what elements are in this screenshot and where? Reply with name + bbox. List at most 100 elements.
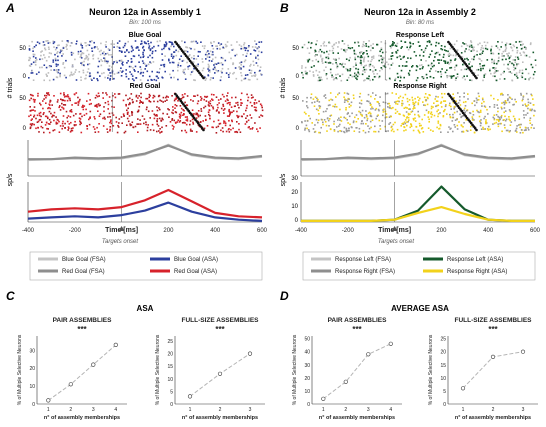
spike-dot <box>524 103 527 105</box>
spike-dot <box>534 59 537 61</box>
spike-dot <box>173 99 176 102</box>
spike-dot <box>229 103 231 106</box>
spike-dot <box>448 126 450 128</box>
spike-dot <box>397 100 399 102</box>
panel-b-tick-50-top: 50 <box>292 46 299 52</box>
spike-dot <box>61 122 64 125</box>
spike-dot <box>125 104 127 107</box>
spike-dot <box>240 64 242 66</box>
response-marker <box>196 121 200 125</box>
spike-dot <box>369 115 372 117</box>
spike-dot <box>61 102 63 105</box>
spike-dot <box>330 128 332 131</box>
spike-dot <box>522 98 524 100</box>
spike-dot <box>112 78 114 80</box>
spike-dot <box>509 130 511 132</box>
rate-plot-a-fsa <box>27 140 263 177</box>
spike-dot <box>56 71 59 73</box>
spike-dot <box>401 65 404 67</box>
spike-dot <box>163 45 166 47</box>
spike-dot <box>207 74 210 77</box>
spike-dot <box>312 71 314 73</box>
spike-dot <box>366 119 368 122</box>
spike-dot <box>409 57 412 60</box>
spike-dot <box>32 47 34 50</box>
spike-dot <box>35 44 37 47</box>
spike-dot <box>489 106 491 108</box>
spike-dot <box>528 78 530 81</box>
spike-dot <box>430 63 432 66</box>
spike-dot <box>324 121 327 123</box>
spike-dot <box>49 123 51 125</box>
spike-dot <box>199 51 201 53</box>
spike-dot <box>344 98 346 101</box>
spike-dot <box>489 128 491 131</box>
spike-dot <box>508 52 510 54</box>
spike-dot <box>110 120 112 123</box>
spike-dot <box>463 96 465 98</box>
spike-dot <box>30 124 33 127</box>
spike-dot <box>240 61 243 64</box>
spike-dot <box>145 121 147 123</box>
spike-dot <box>47 107 49 110</box>
spike-dot <box>415 69 418 72</box>
spike-dot <box>373 76 376 78</box>
spike-dot <box>414 97 416 100</box>
spike-dot <box>321 62 324 64</box>
spike-dot <box>507 63 509 66</box>
spike-dot <box>102 117 104 120</box>
spike-dot <box>132 49 134 51</box>
spike-dot <box>477 99 480 101</box>
spike-dot <box>344 51 347 53</box>
spike-dot <box>381 120 384 122</box>
x-tick-label: 2 <box>492 407 495 413</box>
spike-dot <box>329 104 331 106</box>
spike-dot <box>444 71 447 74</box>
spike-dot <box>493 104 496 106</box>
spike-dot <box>312 74 315 76</box>
spike-dot <box>195 117 198 119</box>
spike-dot <box>501 107 503 110</box>
spike-dot <box>160 100 163 102</box>
spike-dot <box>159 40 161 42</box>
spike-dot <box>48 94 50 96</box>
spike-dot <box>348 115 351 118</box>
spike-dot <box>127 120 130 123</box>
spike-dot <box>359 52 361 55</box>
spike-dot <box>495 62 498 65</box>
spike-dot <box>313 105 316 107</box>
spike-dot <box>348 106 351 108</box>
spike-dot <box>159 132 161 134</box>
y-tick-label: 10 <box>304 389 310 395</box>
spike-dot <box>43 98 45 100</box>
spike-dot <box>69 131 72 133</box>
spike-dot <box>315 69 318 72</box>
spike-dot <box>346 92 349 95</box>
spike-dot <box>142 62 145 64</box>
spike-dot <box>350 104 352 107</box>
spike-dot <box>69 97 71 100</box>
y-tick-label: 50 <box>304 337 310 343</box>
spike-dot <box>388 102 390 105</box>
spike-dot <box>320 76 322 79</box>
spike-dot <box>165 43 168 46</box>
spike-dot <box>396 42 399 45</box>
spike-dot <box>430 107 433 110</box>
spike-dot <box>62 47 65 49</box>
spike-dot <box>422 66 424 68</box>
spike-dot <box>228 76 230 78</box>
spike-dot <box>86 125 88 127</box>
spike-dot <box>213 94 215 96</box>
spike-dot <box>357 72 360 74</box>
spike-dot <box>510 72 513 74</box>
spike-dot <box>502 50 505 53</box>
spike-dot <box>340 79 343 82</box>
spike-dot <box>493 61 495 63</box>
spike-dot <box>527 107 529 110</box>
spike-dot <box>527 104 530 106</box>
spike-dot <box>426 40 429 43</box>
spike-dot <box>103 51 105 53</box>
spike-dot <box>360 55 363 57</box>
spike-dot <box>306 120 309 122</box>
spike-dot <box>163 47 165 50</box>
